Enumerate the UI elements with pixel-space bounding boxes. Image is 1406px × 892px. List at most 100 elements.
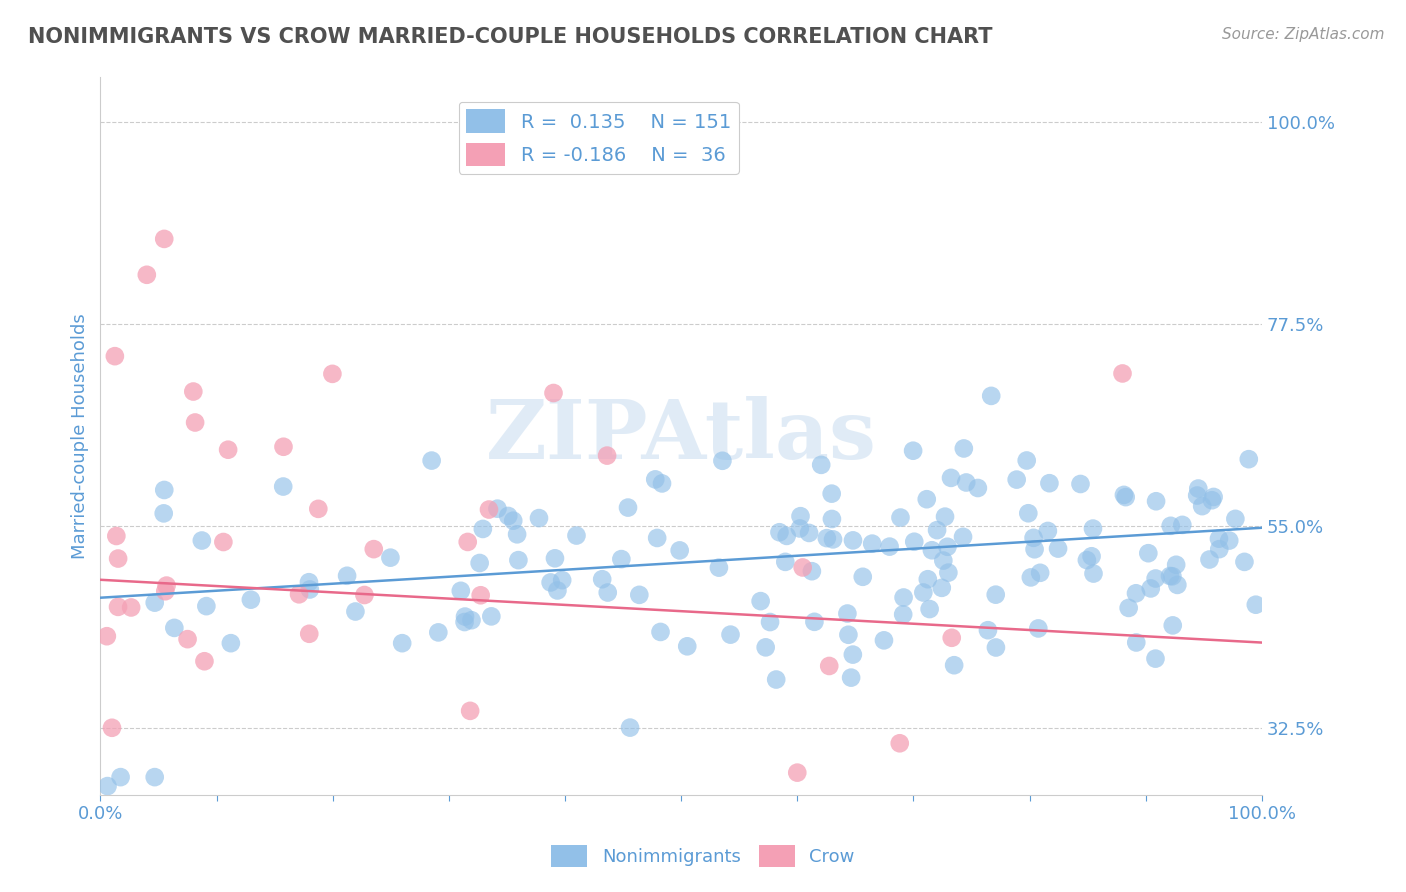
Point [336,568,359,582]
Legend: R =  0.135    N = 151, R = -0.186    N =  36: R = 0.135 N = 151, R = -0.186 N = 36 [458,102,738,174]
Point [107,551,129,566]
Point [837,628,859,642]
Point [1218,533,1240,548]
Point [110,770,132,784]
Point [1125,635,1147,649]
Point [786,765,808,780]
Point [1083,566,1105,581]
Point [938,566,960,580]
Point [107,599,129,614]
Point [1233,555,1256,569]
Point [789,521,811,535]
Point [818,659,841,673]
Point [155,578,177,592]
Point [1019,570,1042,584]
Point [1047,541,1070,556]
Point [460,613,482,627]
Point [479,609,502,624]
Point [191,533,214,548]
Point [1166,558,1188,572]
Point [288,587,311,601]
Point [470,588,492,602]
Point [617,500,640,515]
Point [1144,494,1167,508]
Point [842,533,865,548]
Point [1161,569,1184,583]
Point [239,592,262,607]
Point [1161,618,1184,632]
Point [363,542,385,557]
Point [650,624,672,639]
Point [912,585,935,599]
Point [610,552,633,566]
Point [1160,518,1182,533]
Text: Source: ZipAtlas.com: Source: ZipAtlas.com [1222,27,1385,42]
Point [153,232,176,246]
Point [143,596,166,610]
Point [789,509,811,524]
Point [458,704,481,718]
Point [546,583,568,598]
Point [1026,622,1049,636]
Point [984,640,1007,655]
Point [420,453,443,467]
Point [1137,546,1160,560]
Point [879,540,901,554]
Point [676,640,699,654]
Point [596,585,619,599]
Point [775,555,797,569]
Point [193,654,215,668]
Point [181,384,204,399]
Point [939,471,962,485]
Point [931,581,953,595]
Point [271,479,294,493]
Point [837,607,859,621]
Point [810,458,832,472]
Point [1125,586,1147,600]
Point [1036,524,1059,538]
Point [628,588,651,602]
Point [1191,499,1213,513]
Point [591,572,613,586]
Point [1115,490,1137,504]
Point [1171,517,1194,532]
Point [176,632,198,647]
Point [873,633,896,648]
Point [915,492,938,507]
Point [645,531,668,545]
Point [96,779,118,793]
Point [454,609,477,624]
Legend: Nonimmigrants, Crow: Nonimmigrants, Crow [544,838,862,874]
Point [453,615,475,629]
Point [792,560,814,574]
Point [765,673,787,687]
Point [450,583,472,598]
Point [1244,598,1267,612]
Point [135,268,157,282]
Point [1024,542,1046,557]
Point [105,529,128,543]
Point [860,536,883,550]
Point [544,551,567,566]
Point [101,721,124,735]
Point [468,556,491,570]
Point [889,510,911,524]
Point [1081,522,1104,536]
Point [486,501,509,516]
Point [153,483,176,497]
Text: ZIPAtlas: ZIPAtlas [485,396,876,476]
Point [901,443,924,458]
Point [496,508,519,523]
Point [1069,477,1091,491]
Point [1237,452,1260,467]
Point [891,607,914,622]
Point [1076,553,1098,567]
Point [980,389,1002,403]
Point [471,522,494,536]
Point [1201,493,1223,508]
Point [644,472,666,486]
Point [934,509,956,524]
Point [212,535,235,549]
Point [797,525,820,540]
Point [952,530,974,544]
